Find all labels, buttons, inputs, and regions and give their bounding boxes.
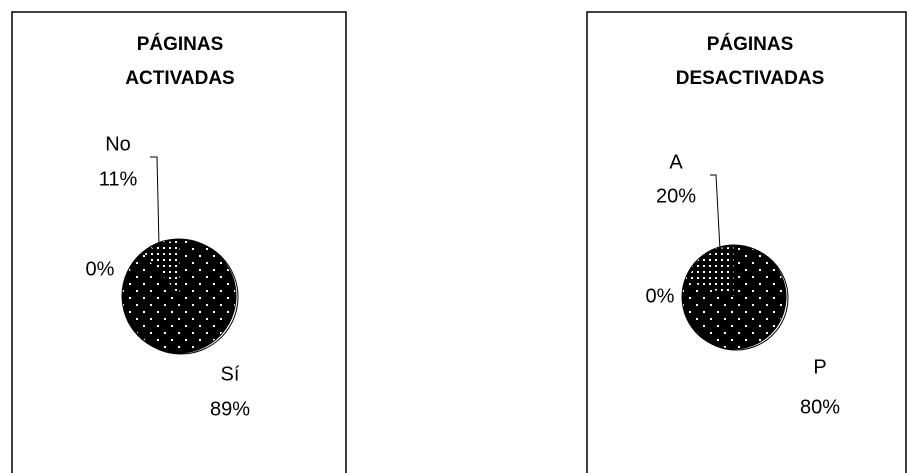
slice-label: Sí <box>221 363 240 385</box>
pie-slice <box>683 244 735 298</box>
pie-slice <box>681 244 787 350</box>
value-label: 89% <box>210 398 250 420</box>
chart-title: PÁGINAS DESACTIVADAS <box>675 34 825 89</box>
pie-slice <box>142 251 180 297</box>
slice-label: No <box>105 133 131 155</box>
leader-line <box>150 156 160 246</box>
value-label: 80% <box>800 396 840 418</box>
leader-line <box>147 259 156 263</box>
chart-title: PÁGINAS ACTIVADAS <box>125 34 235 89</box>
pie-shadow <box>123 239 239 355</box>
slice-label: P <box>813 356 826 378</box>
pie-slice <box>141 238 180 298</box>
value-label: 0% <box>646 285 675 307</box>
leader-line <box>687 273 698 279</box>
value-label: 11% <box>99 168 138 190</box>
slice-label: A <box>669 151 683 173</box>
value-label: 20% <box>656 185 696 207</box>
pie-slice <box>684 280 735 298</box>
pie-shadow <box>683 245 789 351</box>
value-label: 0% <box>86 258 115 280</box>
pie-slice <box>121 238 237 354</box>
leader-line <box>710 174 721 251</box>
